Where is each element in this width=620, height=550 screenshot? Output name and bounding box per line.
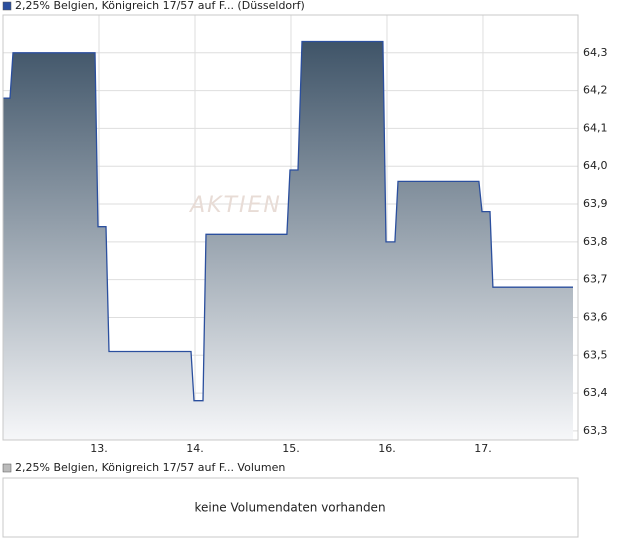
y-tick-label: 63,7 [583,273,608,286]
line [3,40,573,402]
x-tick-label: 16. [378,442,396,455]
y-tick-label: 64,0 [583,159,608,172]
y-tick-label: 64,2 [583,84,608,97]
watermark: AKTIEN [188,193,282,218]
y-tick-label: 63,9 [583,197,608,210]
volume-legend: 2,25% Belgien, Königreich 17/57 auf F...… [15,461,285,474]
x-tick-label: 14. [186,442,204,455]
area [3,41,573,440]
y-tick-label: 64,1 [583,121,608,134]
y-tick-label: 64,3 [583,46,608,59]
plot-border [2,14,579,441]
legend-swatch [2,1,12,11]
y-tick-label: 63,6 [583,310,608,323]
x-tick-label: 15. [282,442,300,455]
y-tick-label: 63,3 [583,424,608,437]
y-tick-label: 63,8 [583,235,608,248]
volume-message: keine Volumendaten vorhanden [194,501,385,515]
y-tick-label: 63,5 [583,348,608,361]
legend-swatch [2,463,12,473]
x-tick-label: 13. [90,442,108,455]
volume-panel [2,477,579,538]
x-tick-label: 17. [474,442,492,455]
y-tick-label: 63,4 [583,386,608,399]
chart-title: 2,25% Belgien, Königreich 17/57 auf F...… [15,0,305,12]
